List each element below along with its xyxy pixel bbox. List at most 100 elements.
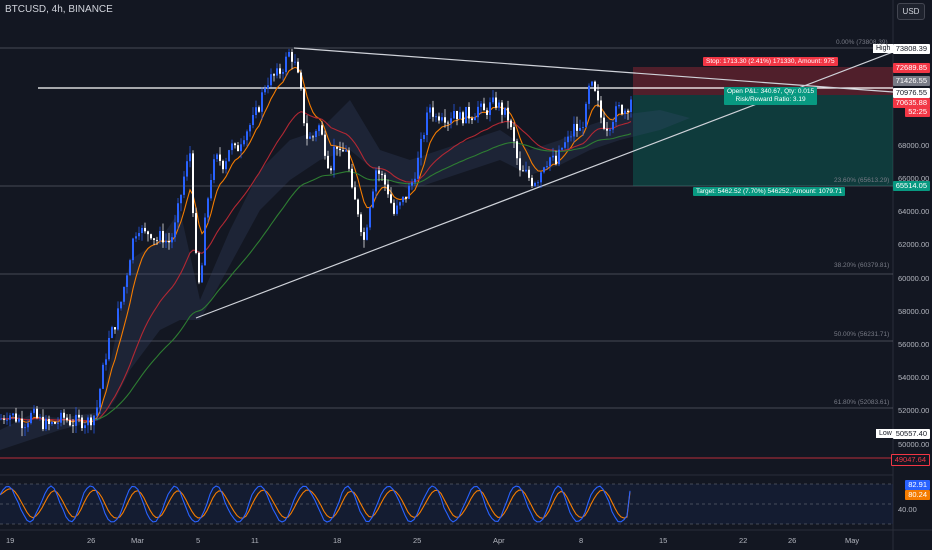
candle-up (450, 118, 452, 124)
candle-up (567, 136, 569, 143)
candle-up (135, 236, 137, 239)
candle-down (627, 110, 629, 113)
price-tick: 52000.00 (898, 406, 930, 415)
candle-down (21, 418, 23, 429)
candle-up (189, 153, 191, 162)
candle-down (279, 68, 281, 74)
upper-trendline[interactable] (293, 47, 894, 93)
candle-up (249, 125, 251, 132)
candle-up (609, 129, 611, 131)
candle-down (306, 123, 308, 139)
candle-down (597, 90, 599, 101)
candle-down (600, 100, 602, 118)
candle-down (438, 116, 440, 121)
candle-up (285, 56, 287, 72)
candle-up (159, 230, 161, 241)
candle-up (255, 107, 257, 116)
candle-up (117, 308, 119, 330)
candles-group (0, 48, 632, 437)
price-tick: 60000.00 (898, 274, 930, 283)
candle-up (402, 196, 404, 203)
candle-up (177, 203, 179, 223)
candle-up (396, 205, 398, 214)
candle-down (219, 154, 221, 161)
stoch-k-line (0, 485, 631, 523)
candle-up (552, 155, 554, 158)
price-tick: 64000.00 (898, 207, 930, 216)
stoch-d-line (0, 488, 631, 519)
candle-up (126, 275, 128, 287)
candle-up (204, 217, 206, 266)
candle-down (147, 231, 149, 235)
candle-up (618, 104, 620, 107)
price-tick: 56000.00 (898, 340, 930, 349)
candle-down (486, 110, 488, 115)
candle-up (372, 191, 374, 208)
candle-down (444, 117, 446, 123)
candle-up (216, 154, 218, 160)
time-tick: 18 (333, 536, 342, 545)
price-tick: 66000.00 (898, 174, 930, 183)
candle-up (213, 159, 215, 180)
stop-info-label[interactable]: Stop: 1713.30 (2.41%) 171330, Amount: 97… (703, 57, 838, 66)
candle-down (360, 214, 362, 233)
price-tick: 62000.00 (898, 240, 930, 249)
candle-up (39, 416, 41, 418)
candle-up (294, 61, 296, 63)
candle-down (297, 61, 299, 73)
candle-down (237, 145, 239, 152)
candle-up (270, 74, 272, 86)
fib-label-382: 38.20% (60379.81) (834, 262, 890, 269)
candle-up (318, 125, 320, 132)
candle-up (84, 425, 86, 429)
candle-up (30, 412, 32, 424)
candle-up (129, 260, 131, 276)
candle-up (543, 167, 545, 173)
candle-down (351, 168, 353, 188)
candle-up (537, 182, 539, 184)
target-zone[interactable] (633, 95, 893, 186)
candle-down (378, 170, 380, 174)
ema-green-line (90, 133, 632, 421)
candle-up (102, 364, 104, 389)
candle-up (315, 131, 317, 138)
candle-down (471, 118, 473, 121)
high-price-tag: 73808.39 (892, 44, 930, 54)
candle-up (411, 182, 413, 186)
candle-up (612, 122, 614, 130)
candle-down (81, 417, 83, 429)
low-price-tag: 50557.40 (892, 429, 930, 439)
time-tick: 15 (659, 536, 668, 545)
fib-label-0: 0.00% (73808.39) (836, 39, 888, 46)
candle-up (231, 143, 233, 151)
candle-down (576, 123, 578, 131)
candle-up (60, 412, 62, 423)
rr-ratio-text: Risk/Reward Ratio: 3.19 (735, 96, 806, 103)
candle-up (480, 103, 482, 107)
candle-up (96, 407, 98, 416)
candle-down (222, 160, 224, 170)
currency-button[interactable]: USD (897, 3, 925, 20)
candle-up (408, 185, 410, 199)
candle-down (336, 146, 338, 149)
time-tick: 26 (87, 536, 96, 545)
candle-down (507, 107, 509, 121)
candle-up (33, 408, 35, 413)
candle-up (489, 102, 491, 115)
target-info-label[interactable]: Target: 5462.52 (7.70%) 546252, Amount: … (693, 187, 845, 196)
candle-up (366, 227, 368, 240)
candle-up (180, 194, 182, 204)
candle-up (87, 417, 89, 426)
candle-up (492, 97, 494, 103)
candle-up (534, 182, 536, 186)
candle-up (240, 144, 242, 152)
open-pl-label[interactable]: Open P&L: 340.67, Qty: 0.015 Risk/Reward… (724, 87, 818, 105)
fib-lines[interactable] (0, 47, 893, 409)
candle-up (267, 85, 269, 89)
candle-down (114, 327, 116, 330)
candle-down (48, 418, 50, 425)
symbol-title[interactable]: BTCUSD, 4h, BINANCE (5, 4, 113, 15)
candle-up (582, 127, 584, 128)
candle-down (495, 97, 497, 108)
